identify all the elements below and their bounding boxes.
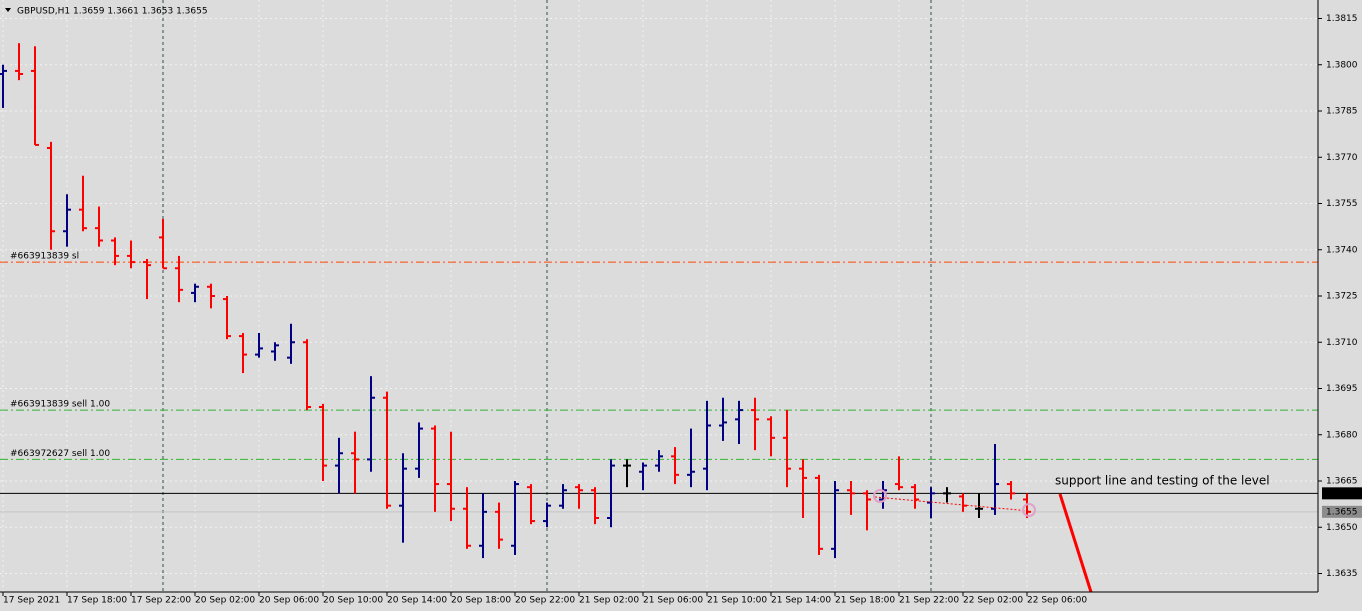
x-tick-label: 17 Sep 2021 <box>3 596 60 606</box>
x-tick-label: 22 Sep 06:00 <box>1027 596 1087 606</box>
test-marker <box>873 489 887 503</box>
y-tick-label: 1.3695 <box>1326 384 1358 394</box>
x-tick-label: 17 Sep 22:00 <box>131 596 191 606</box>
x-tick-label: 20 Sep 02:00 <box>195 596 255 606</box>
y-tick-label: 1.3710 <box>1326 338 1358 348</box>
price-box <box>1322 487 1362 500</box>
price-label: 1.3661 <box>1326 489 1358 499</box>
test-line <box>874 496 1031 512</box>
y-tick-label: 1.3635 <box>1326 569 1358 579</box>
price-box <box>1322 505 1362 518</box>
x-tick-label: 21 Sep 06:00 <box>643 596 703 606</box>
order-label: #663913839 sell 1.00 <box>10 400 110 410</box>
x-tick-label: 22 Sep 02:00 <box>963 596 1023 606</box>
header-icon <box>5 8 11 12</box>
y-tick-label: 1.3770 <box>1326 153 1358 163</box>
trend-line <box>1058 493 1093 593</box>
order-label: #663972627 sell 1.00 <box>10 449 110 459</box>
x-tick-label: 21 Sep 22:00 <box>899 596 959 606</box>
x-tick-label: 20 Sep 10:00 <box>323 596 383 606</box>
order-label: #663913839 sl <box>10 252 79 262</box>
y-tick-label: 1.3725 <box>1326 292 1358 302</box>
header: GBPUSD,H1 1.3659 1.3661 1.3653 1.3655 <box>17 7 208 17</box>
y-tick-label: 1.3785 <box>1326 107 1358 117</box>
x-tick-label: 20 Sep 06:00 <box>259 596 319 606</box>
x-tick-label: 20 Sep 14:00 <box>387 596 447 606</box>
test-marker <box>1022 503 1036 517</box>
x-tick-label: 17 Sep 18:00 <box>67 596 127 606</box>
x-tick-label: 21 Sep 10:00 <box>707 596 767 606</box>
y-tick-label: 1.3650 <box>1326 523 1358 533</box>
price-label: 1.3655 <box>1326 507 1358 517</box>
y-tick-label: 1.3665 <box>1326 477 1358 487</box>
y-tick-label: 1.3740 <box>1326 245 1358 255</box>
x-tick-label: 20 Sep 22:00 <box>515 596 575 606</box>
x-tick-label: 21 Sep 18:00 <box>835 596 895 606</box>
x-tick-label: 20 Sep 18:00 <box>451 596 511 606</box>
bars <box>0 43 1031 559</box>
y-tick-label: 1.3800 <box>1326 60 1358 70</box>
x-tick-label: 21 Sep 02:00 <box>579 596 639 606</box>
y-tick-label: 1.3680 <box>1326 430 1358 440</box>
x-tick-label: 21 Sep 14:00 <box>771 596 831 606</box>
y-tick-label: 1.3815 <box>1326 14 1358 24</box>
y-tick-label: 1.3755 <box>1326 199 1358 209</box>
axes: 1.3815 1.3800 1.3785 1.3770 1.3755 1.3740 1.37… <box>2 14 1362 606</box>
annotation: support line and testing of the level <box>1055 474 1270 488</box>
